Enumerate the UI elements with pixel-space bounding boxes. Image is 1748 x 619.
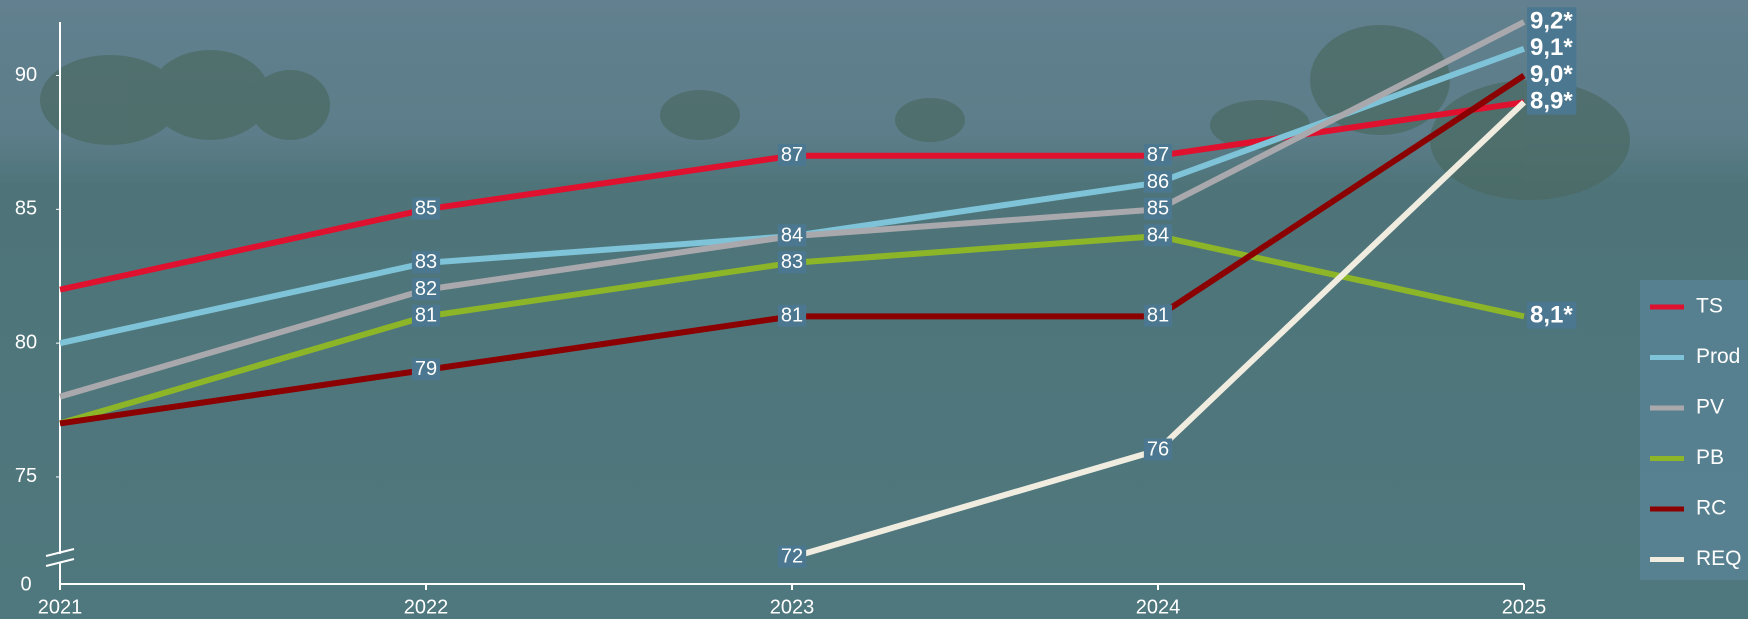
legend-label: REQ: [1696, 547, 1742, 570]
data-label: 86: [1147, 171, 1169, 193]
label-box: [411, 251, 441, 274]
label-box: [1143, 170, 1173, 193]
label-box: [777, 251, 807, 274]
data-label: 81: [1147, 305, 1169, 327]
legend-box: [1640, 280, 1748, 580]
data-label: 82: [415, 278, 437, 300]
x-tick-label: 2022: [404, 596, 449, 618]
end-label: 9,1*: [1530, 34, 1573, 61]
label-box: [777, 304, 807, 327]
legend-label: RC: [1696, 497, 1726, 520]
label-box: [411, 277, 441, 300]
label-box: [777, 224, 807, 247]
axis-break-gap: [57, 554, 63, 562]
legend-label: TS: [1696, 295, 1723, 318]
data-label: 72: [781, 546, 803, 568]
label-box: [1527, 87, 1577, 115]
data-label: 81: [415, 305, 437, 327]
data-label: 84: [1147, 224, 1169, 246]
data-label: 83: [415, 251, 437, 273]
label-box: [411, 197, 441, 220]
label-box: [1143, 438, 1173, 461]
axis-break: [45, 558, 75, 567]
x-tick-label: 2023: [770, 596, 815, 618]
label-box: [1143, 304, 1173, 327]
data-label: 84: [781, 224, 803, 246]
end-label: 8,1*: [1530, 302, 1573, 329]
data-label: 85: [1147, 198, 1169, 220]
label-box: [777, 545, 807, 568]
axis-break: [45, 548, 75, 557]
y-tick-label: 90: [15, 64, 37, 86]
label-box: [1527, 301, 1577, 329]
end-label: 8,9*: [1530, 88, 1573, 115]
label-box: [1527, 34, 1577, 62]
x-tick-label: 2021: [38, 596, 83, 618]
y-tick-label: 80: [15, 331, 37, 353]
data-label: 79: [415, 358, 437, 380]
end-label: 9,0*: [1530, 61, 1573, 88]
label-box: [411, 304, 441, 327]
legend-label: PB: [1696, 446, 1724, 469]
label-box: [1143, 144, 1173, 167]
legend-label: PV: [1696, 396, 1724, 419]
x-tick-label: 2025: [1502, 596, 1547, 618]
data-label: 81: [781, 305, 803, 327]
label-box: [1143, 197, 1173, 220]
legend-label: Prod: [1696, 345, 1740, 368]
data-label: 83: [781, 251, 803, 273]
data-label: 85: [415, 198, 437, 220]
end-label: 9,2*: [1530, 7, 1573, 34]
data-label: 87: [1147, 144, 1169, 166]
label-box: [411, 358, 441, 381]
y-break-label: 0: [20, 573, 31, 595]
y-tick-label: 75: [15, 465, 37, 487]
data-label: 76: [1147, 438, 1169, 460]
x-tick-label: 2024: [1136, 596, 1181, 618]
label-box: [1143, 224, 1173, 247]
label-box: [1527, 60, 1577, 88]
label-box: [777, 144, 807, 167]
label-box: [1527, 7, 1577, 35]
y-tick-label: 85: [15, 198, 37, 220]
data-label: 87: [781, 144, 803, 166]
